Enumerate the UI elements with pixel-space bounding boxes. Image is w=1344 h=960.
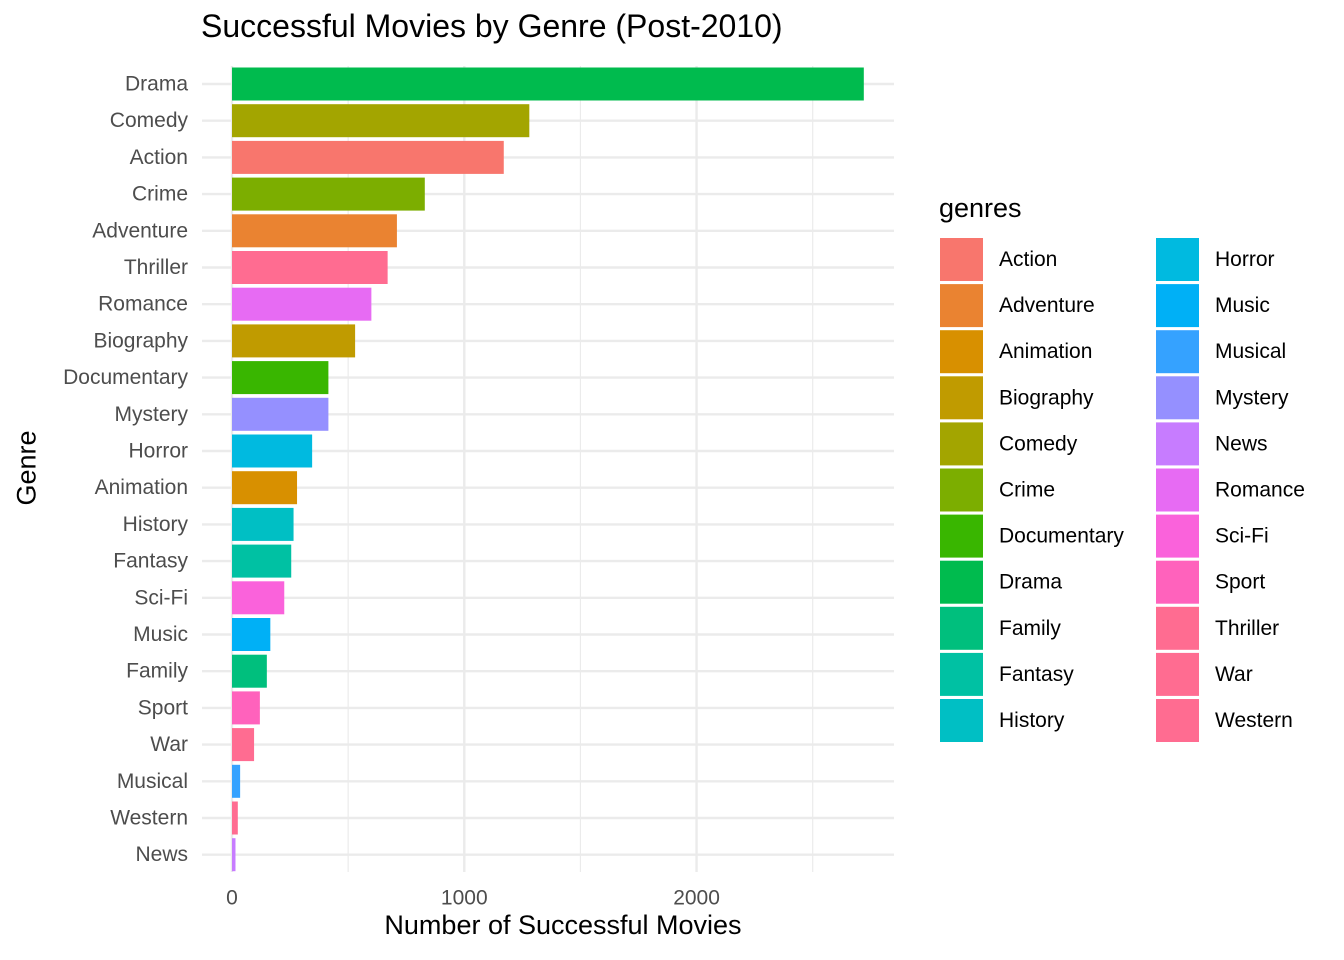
- legend-swatch: [1156, 606, 1199, 650]
- x-tick-label: 2000: [673, 887, 720, 910]
- legend-swatch: [1156, 560, 1199, 604]
- y-tick-label: Musical: [117, 770, 188, 793]
- bar-family: [232, 654, 267, 688]
- bar-drama: [232, 67, 864, 101]
- bar-crime: [232, 177, 425, 211]
- legend-swatch: [940, 699, 983, 742]
- legend-swatch: [1156, 699, 1199, 742]
- legend-label: Biography: [999, 386, 1094, 409]
- legend-label: Western: [1215, 709, 1293, 732]
- x-tick-label: 0: [226, 887, 238, 910]
- y-tick-label: Documentary: [63, 366, 188, 389]
- legend-label: History: [999, 709, 1065, 732]
- legend-swatch: [1156, 652, 1199, 696]
- legend-label: Romance: [1215, 479, 1305, 502]
- legend-label: Comedy: [999, 432, 1078, 455]
- x-axis-title: Number of Successful Movies: [384, 910, 742, 940]
- bar-documentary: [232, 361, 329, 395]
- legend-swatch: [940, 376, 983, 420]
- legend-label: Adventure: [999, 294, 1095, 317]
- legend-swatch: [940, 468, 983, 512]
- y-tick-label: Horror: [128, 440, 188, 463]
- legend-label: Drama: [999, 571, 1062, 594]
- bar-comedy: [232, 104, 530, 138]
- bar-sci-fi: [232, 581, 285, 615]
- legend-label: Sci-Fi: [1215, 525, 1269, 548]
- y-tick-label: Romance: [98, 293, 188, 316]
- y-tick-label: Thriller: [124, 256, 188, 279]
- legend-label: Music: [1215, 294, 1270, 317]
- legend-swatch: [1156, 238, 1199, 281]
- legend-label: War: [1215, 663, 1253, 686]
- bar-adventure: [232, 214, 397, 248]
- legend-label: Horror: [1215, 248, 1275, 271]
- y-tick-label: Crime: [132, 183, 188, 206]
- bar-animation: [232, 471, 298, 505]
- legend-label: Mystery: [1215, 386, 1289, 409]
- legend-swatch: [940, 330, 983, 374]
- y-tick-label: News: [135, 843, 188, 866]
- bar-western: [232, 801, 238, 835]
- bar-mystery: [232, 397, 329, 431]
- legend-swatch: [940, 284, 983, 328]
- x-tick-label: 1000: [441, 887, 488, 910]
- bar-biography: [232, 324, 356, 358]
- y-tick-label: Sci-Fi: [134, 586, 188, 609]
- y-tick-label: Mystery: [115, 403, 189, 426]
- legend-label: Documentary: [999, 525, 1124, 548]
- legend-label: Fantasy: [999, 663, 1074, 686]
- y-tick-label: Sport: [138, 696, 188, 719]
- y-tick-label: Fantasy: [113, 550, 188, 573]
- legend-swatch: [1156, 422, 1199, 466]
- legend-swatch: [940, 652, 983, 696]
- legend-label: Sport: [1215, 571, 1265, 594]
- legend-label: Crime: [999, 479, 1055, 502]
- y-tick-label: Western: [110, 807, 188, 830]
- legend-label: Action: [999, 248, 1057, 271]
- legend-label: Family: [999, 617, 1061, 640]
- legend-swatch: [940, 606, 983, 650]
- bar-music: [232, 618, 271, 651]
- y-tick-label: Drama: [125, 73, 188, 96]
- bar-war: [232, 728, 255, 762]
- bar-sport: [232, 691, 260, 725]
- y-tick-label: Music: [133, 623, 188, 646]
- legend-swatch: [940, 514, 983, 558]
- bar-horror: [232, 434, 313, 468]
- legend-label: Animation: [999, 340, 1092, 363]
- bar-news: [232, 838, 236, 872]
- y-tick-label: Animation: [95, 476, 188, 499]
- y-axis-title: Genre: [11, 430, 42, 506]
- bar-musical: [232, 764, 241, 798]
- y-tick-label: History: [123, 513, 189, 536]
- legend-swatch: [940, 238, 983, 281]
- bar-action: [232, 140, 504, 174]
- bar-thriller: [232, 251, 388, 284]
- legend-title: genres: [939, 193, 1022, 223]
- bar-history: [232, 507, 294, 541]
- legend-swatch: [1156, 284, 1199, 328]
- legend-swatch: [1156, 330, 1199, 374]
- y-tick-label: Comedy: [110, 109, 189, 132]
- bar-fantasy: [232, 544, 292, 578]
- legend-swatch: [1156, 514, 1199, 558]
- legend-swatch: [1156, 376, 1199, 420]
- y-tick-label: Family: [126, 660, 188, 683]
- y-tick-label: Action: [130, 146, 188, 169]
- legend-label: Musical: [1215, 340, 1286, 363]
- y-tick-label: Adventure: [92, 219, 188, 242]
- y-tick-label: War: [150, 733, 188, 756]
- y-tick-label: Biography: [93, 329, 188, 352]
- legend-swatch: [940, 560, 983, 604]
- legend-label: News: [1215, 432, 1268, 455]
- legend-label: Thriller: [1215, 617, 1279, 640]
- chart-title: Successful Movies by Genre (Post-2010): [201, 8, 783, 44]
- bar-romance: [232, 287, 372, 321]
- legend-swatch: [940, 422, 983, 466]
- legend-swatch: [1156, 468, 1199, 512]
